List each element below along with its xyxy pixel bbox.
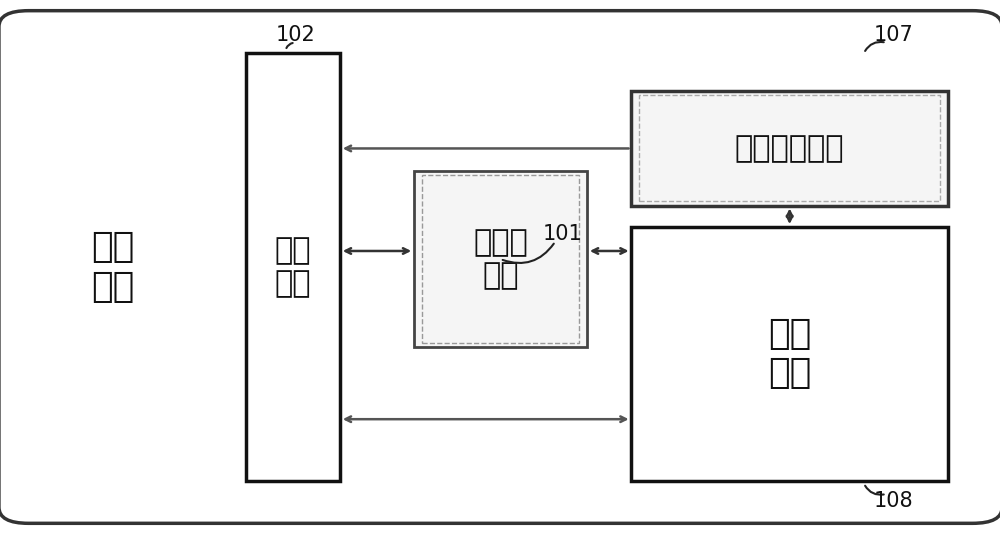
Text: 108: 108 bbox=[874, 491, 913, 511]
Bar bbox=[639, 95, 940, 201]
Bar bbox=[246, 53, 340, 481]
Text: 指令控制单元: 指令控制单元 bbox=[735, 134, 844, 163]
Text: 计算
装置: 计算 装置 bbox=[91, 230, 134, 304]
Text: 101: 101 bbox=[542, 224, 582, 244]
Text: 解压缩
单元: 解压缩 单元 bbox=[473, 227, 528, 290]
Bar bbox=[631, 91, 948, 206]
FancyBboxPatch shape bbox=[0, 11, 1000, 523]
Bar bbox=[414, 171, 587, 347]
Text: 运算
单元: 运算 单元 bbox=[768, 317, 811, 390]
Text: 存储
单元: 存储 单元 bbox=[275, 235, 311, 299]
Text: 107: 107 bbox=[874, 25, 913, 45]
Bar bbox=[631, 227, 948, 481]
Bar bbox=[422, 175, 579, 343]
Text: 102: 102 bbox=[276, 25, 315, 45]
